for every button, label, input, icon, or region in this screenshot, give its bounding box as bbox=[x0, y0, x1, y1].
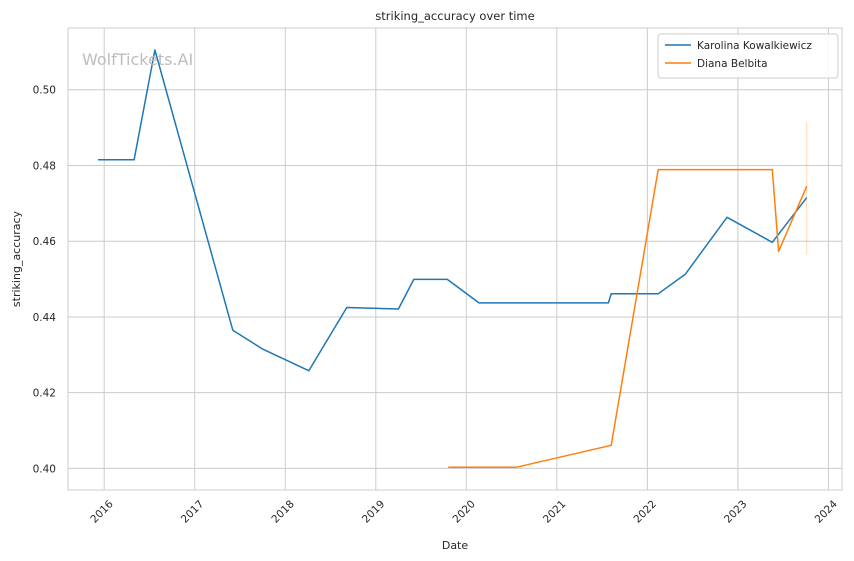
legend-box bbox=[657, 33, 839, 79]
legend: Karolina Kowalkiewicz Diana Belbita bbox=[657, 33, 839, 79]
legend-label-karolina: Karolina Kowalkiewicz bbox=[697, 40, 812, 52]
y-tick-label: 0.40 bbox=[33, 463, 56, 475]
y-tick-label: 0.46 bbox=[33, 236, 57, 248]
y-tick-label: 0.48 bbox=[33, 160, 56, 172]
y-axis-label: striking_accuracy bbox=[10, 210, 23, 307]
x-axis-label: Date bbox=[442, 539, 469, 552]
series-lines bbox=[97, 49, 808, 469]
plot-area-border bbox=[67, 27, 843, 491]
watermark: WolfTickets.AI bbox=[82, 50, 193, 69]
chart-title: striking_accuracy over time bbox=[375, 9, 534, 23]
grid bbox=[68, 28, 842, 490]
y-axis-ticks: 0.40 0.42 0.44 0.46 0.48 0.50 bbox=[33, 85, 57, 476]
series-line-diana-belbita bbox=[448, 168, 808, 469]
series-line-karolina-kowalkiewicz bbox=[97, 49, 808, 372]
y-tick-label: 0.44 bbox=[33, 312, 57, 324]
y-tick-label: 0.50 bbox=[33, 85, 56, 97]
legend-label-diana: Diana Belbita bbox=[697, 58, 768, 70]
y-tick-label: 0.42 bbox=[33, 388, 56, 400]
